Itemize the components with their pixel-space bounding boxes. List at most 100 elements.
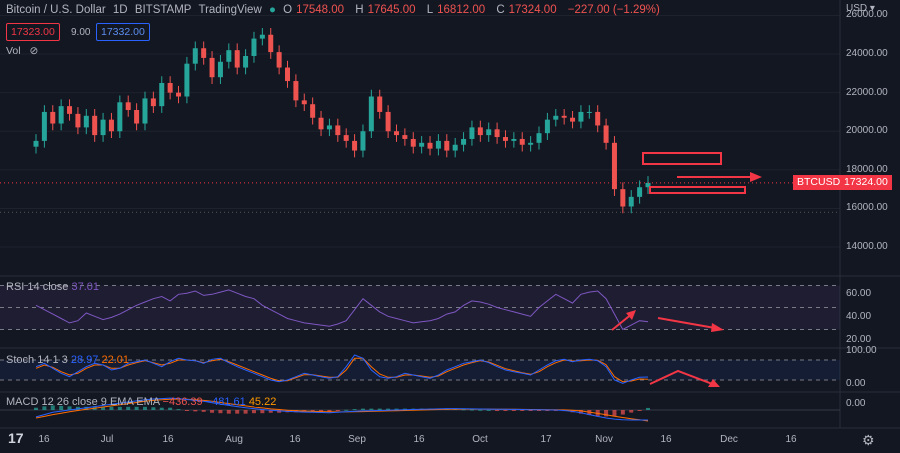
candle-body: [536, 133, 542, 143]
candle-body: [217, 61, 223, 78]
y-tick-label: 24000.00: [846, 48, 888, 60]
macd-histogram-bar: [646, 407, 650, 410]
currency-label[interactable]: USD ▾: [846, 3, 875, 14]
rsi-arrow-down: [657, 317, 716, 329]
candle-body: [234, 50, 240, 68]
macd-histogram-bar: [520, 410, 525, 411]
candle-body: [360, 131, 366, 151]
candle-body: [570, 117, 576, 122]
candle-body: [243, 55, 249, 68]
candle-body: [33, 140, 39, 147]
candle-body: [117, 102, 123, 132]
candle-body: [108, 119, 114, 132]
macd-histogram-bar: [486, 409, 491, 411]
macd-histogram-bar: [67, 406, 72, 410]
macd-histogram-bar: [134, 406, 139, 410]
macd-histogram-bar: [42, 406, 47, 410]
macd-tick-0: 0.00: [846, 398, 866, 409]
candle-body: [100, 119, 106, 136]
interval-label[interactable]: 1D: [112, 4, 128, 16]
rsi-legend[interactable]: RSI 14 close 37.01: [6, 281, 99, 293]
x-tick-label: Aug: [225, 434, 243, 445]
macd-histogram-bar: [34, 407, 38, 410]
tradingview-logo[interactable]: 17: [8, 430, 24, 446]
y-tick-label: 20000.00: [846, 125, 888, 137]
stoch-legend[interactable]: Stoch 14 1 3 28.97 22.01: [6, 354, 129, 366]
candle-body: [310, 104, 316, 118]
candle-body: [595, 111, 601, 126]
x-tick-label: 16: [660, 434, 672, 445]
macd-histogram-bar: [620, 410, 625, 415]
candle-body: [494, 129, 500, 138]
x-tick-label: 16: [289, 434, 301, 445]
candle-body: [176, 92, 182, 97]
candle-body: [444, 140, 450, 151]
candle-body: [645, 182, 651, 188]
candle-body: [134, 110, 140, 124]
candle-body: [419, 142, 425, 147]
candle-body: [184, 63, 190, 97]
macd-histogram-bar: [184, 410, 189, 411]
x-tick-label: 16: [413, 434, 425, 445]
candle-body: [385, 111, 391, 132]
macd-histogram-bar: [495, 410, 500, 411]
candle-body: [58, 106, 64, 124]
buy-button[interactable]: 17332.00: [96, 23, 150, 41]
stoch-arrow-head: [708, 379, 720, 387]
candle-body: [209, 57, 215, 78]
candle-body: [125, 102, 131, 111]
macd-histogram-bar: [126, 406, 131, 410]
candle-body: [511, 138, 517, 141]
resistance-box: [642, 152, 722, 165]
y-tick-label: 16000.00: [846, 202, 888, 214]
macd-histogram-bar: [511, 410, 516, 411]
candle-body: [469, 127, 475, 139]
sell-button[interactable]: 17323.00: [6, 23, 60, 41]
source-label: TradingView: [198, 4, 262, 16]
candle-body: [611, 142, 617, 190]
macd-legend[interactable]: MACD 12 26 close 9 EMA EMA −436.39 −481.…: [6, 396, 277, 408]
candle-body: [452, 144, 458, 151]
symbol-name[interactable]: Bitcoin / U.S. Dollar: [6, 4, 106, 16]
price-change: −227.00 (−1.29%): [567, 4, 660, 16]
x-tick-label: Nov: [595, 434, 613, 445]
candle-body: [637, 187, 643, 197]
gear-icon[interactable]: ⚙: [862, 432, 875, 448]
macd-histogram-bar: [243, 410, 248, 414]
stoch-d-line: [35, 357, 649, 383]
candle-body: [586, 111, 592, 113]
candle-body: [477, 127, 483, 136]
macd-histogram-bar: [50, 405, 55, 410]
spread-value: 9.00: [71, 27, 91, 38]
macd-histogram-bar: [84, 406, 89, 410]
candle-body: [519, 138, 525, 145]
candle-body: [67, 106, 73, 114]
stoch-arrow: [649, 369, 716, 386]
eye-icon[interactable]: ⊘: [29, 45, 39, 57]
ohlc-high: H 17645.00: [355, 4, 416, 16]
ohlc-open: O 17548.00: [283, 4, 345, 16]
rsi-arrow-up-head: [626, 310, 636, 320]
macd-histogram-bar: [319, 410, 324, 412]
ohlc-close: C 17324.00: [496, 4, 557, 16]
macd-histogram-bar: [612, 410, 617, 416]
candle-body: [620, 189, 626, 207]
macd-histogram-bar: [528, 410, 533, 411]
macd-histogram-bar: [176, 409, 181, 411]
candle-body: [226, 50, 232, 62]
candle-body: [75, 113, 81, 128]
macd-histogram-bar: [168, 407, 173, 410]
forecast-arrow-head: [750, 172, 762, 182]
macd-histogram-bar: [461, 409, 466, 411]
candle-body: [201, 48, 207, 58]
macd-histogram-bar: [352, 409, 357, 411]
x-tick-label: Dec: [720, 434, 738, 445]
candle-body: [251, 38, 257, 56]
candle-body: [402, 135, 408, 139]
candle-body: [410, 138, 416, 147]
candle-body: [393, 131, 399, 136]
candle-body: [259, 34, 265, 39]
macd-histogram-bar: [101, 406, 106, 410]
x-tick-label: 17: [540, 434, 552, 445]
